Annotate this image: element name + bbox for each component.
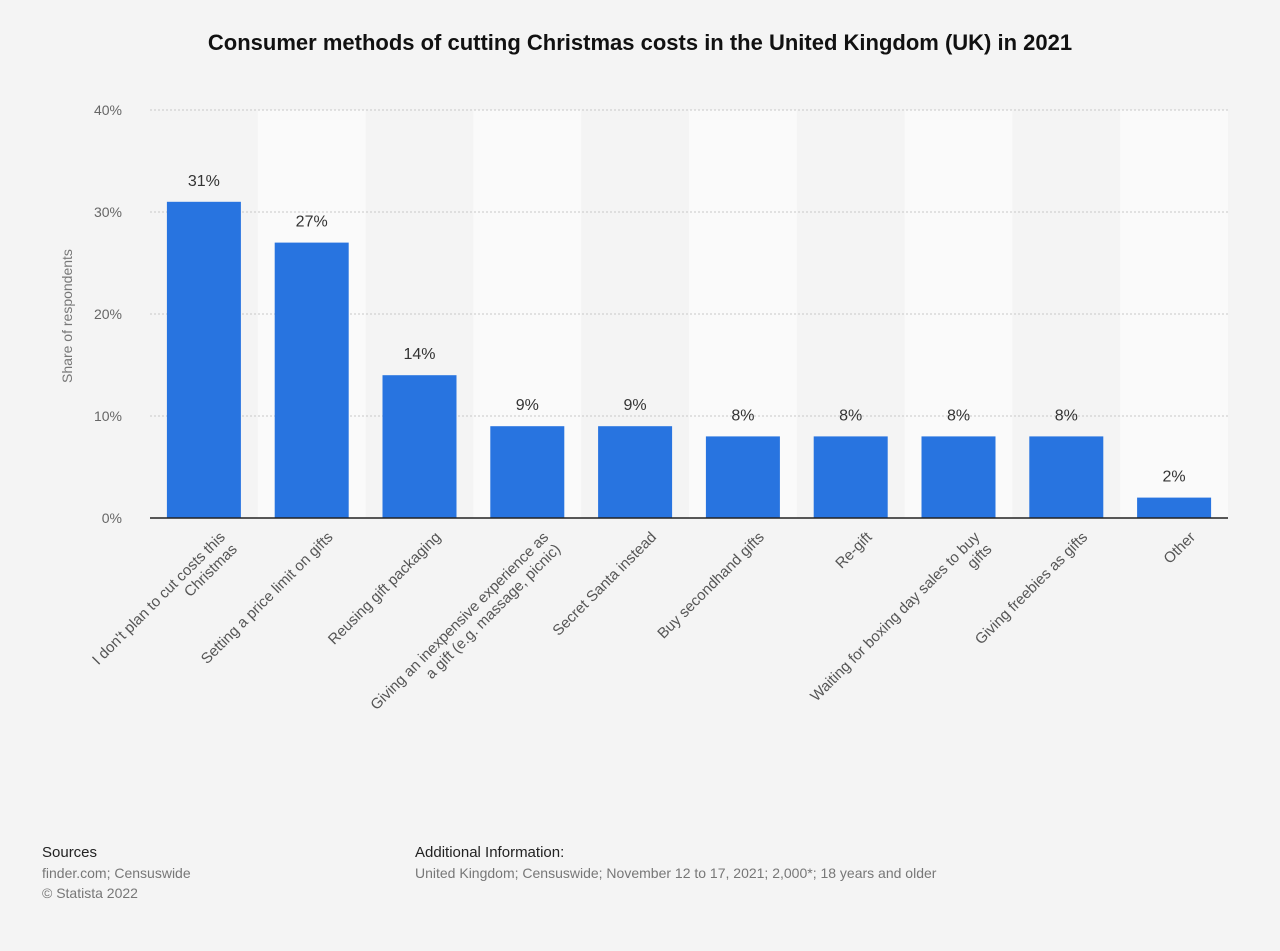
x-tick-label: Re-gift: [832, 528, 876, 572]
x-tick-label-line: Giving an inexpensive experience as: [367, 529, 552, 714]
bar-value-label: 14%: [403, 346, 435, 363]
bar: [921, 436, 996, 518]
additional-info-text: United Kingdom; Censuswide; November 12 …: [415, 865, 937, 881]
x-tick-label-line: Reusing gift packaging: [325, 529, 444, 648]
x-tick-label-line: Waiting for boxing day sales to buy: [807, 528, 983, 704]
chart-title: Consumer methods of cutting Christmas co…: [207, 30, 1073, 55]
bar-value-label: 9%: [624, 397, 647, 414]
x-tick-label: Other: [1160, 529, 1199, 568]
y-tick-label: 20%: [94, 306, 122, 322]
y-tick-label: 10%: [94, 408, 122, 424]
bar: [813, 436, 888, 518]
bar: [1029, 436, 1104, 518]
bar-value-label: 8%: [947, 407, 970, 424]
copyright-text: © Statista 2022: [42, 885, 138, 901]
y-tick-label: 30%: [94, 204, 122, 220]
additional-info-heading: Additional Information:: [415, 844, 565, 861]
bar: [1137, 497, 1212, 518]
x-tick-label: Giving freebies as gifts: [972, 529, 1091, 648]
x-tick-label: Secret Santa instead: [549, 529, 659, 639]
bar-value-label: 8%: [839, 407, 862, 424]
bar-value-label: 8%: [1055, 407, 1078, 424]
bar-value-label: 31%: [188, 173, 220, 190]
x-tick-label-line: Other: [1160, 529, 1199, 568]
sources-text: finder.com; Censuswide: [42, 865, 191, 881]
x-tick-label-line: Secret Santa instead: [549, 529, 659, 639]
x-tick-label-line: a gift (e.g. massage, picnic): [422, 541, 564, 683]
x-tick-label: Giving an inexpensive experience asa gif…: [367, 529, 564, 726]
bar-value-label: 27%: [296, 214, 328, 231]
x-tick-label: Buy secondhand gifts: [654, 529, 767, 642]
y-axis-label: Share of respondents: [59, 249, 75, 383]
bar-value-label: 9%: [516, 397, 539, 414]
sources-heading: Sources: [42, 844, 98, 861]
y-tick-label: 0%: [102, 510, 122, 526]
bar: [274, 242, 349, 518]
x-tick-label: Reusing gift packaging: [325, 529, 444, 648]
x-tick-label-line: Buy secondhand gifts: [654, 529, 767, 642]
bar-value-label: 2%: [1163, 469, 1186, 486]
bar: [598, 426, 673, 518]
x-tick-label-line: Re-gift: [832, 528, 876, 572]
bar: [490, 426, 565, 518]
y-tick-label: 40%: [94, 102, 122, 118]
additional-info-block: Additional Information: United Kingdom; …: [415, 843, 936, 883]
bar-value-label: 8%: [731, 407, 754, 424]
bar: [705, 436, 780, 518]
bar: [382, 375, 457, 518]
bar: [166, 201, 241, 519]
sources-block: Sources finder.com; Censuswide © Statist…: [42, 843, 191, 903]
x-tick-label-line: Giving freebies as gifts: [972, 529, 1091, 648]
